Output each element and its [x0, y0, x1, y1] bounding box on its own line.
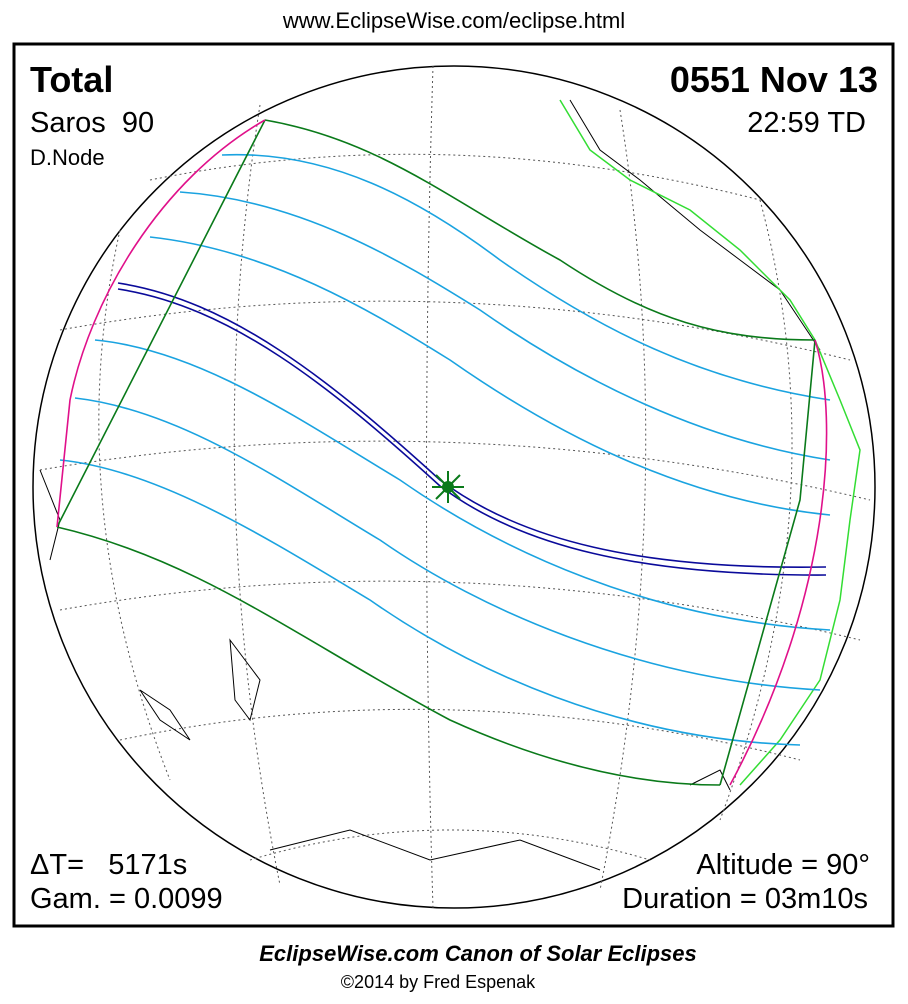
- eclipse-type: Total: [30, 59, 113, 100]
- time: 22:59 TD: [747, 107, 866, 139]
- footer-title: EclipseWise.com Canon of Solar Eclipses: [259, 941, 697, 966]
- altitude: Altitude = 90°: [696, 849, 870, 881]
- delta-t: ΔT= 5171s: [30, 849, 187, 881]
- eclipse-path: [56, 119, 831, 786]
- duration: Duration = 03m10s: [622, 883, 868, 915]
- copyright: ©2014 by Fred Espenak: [341, 972, 536, 992]
- saros: Saros 90: [30, 107, 154, 139]
- frame: [12, 42, 895, 928]
- node: D.Node: [30, 145, 105, 170]
- url: www.EclipseWise.com/eclipse.html: [282, 8, 625, 33]
- gamma: Gam. = 0.0099: [30, 883, 223, 915]
- date: 0551 Nov 13: [670, 59, 878, 100]
